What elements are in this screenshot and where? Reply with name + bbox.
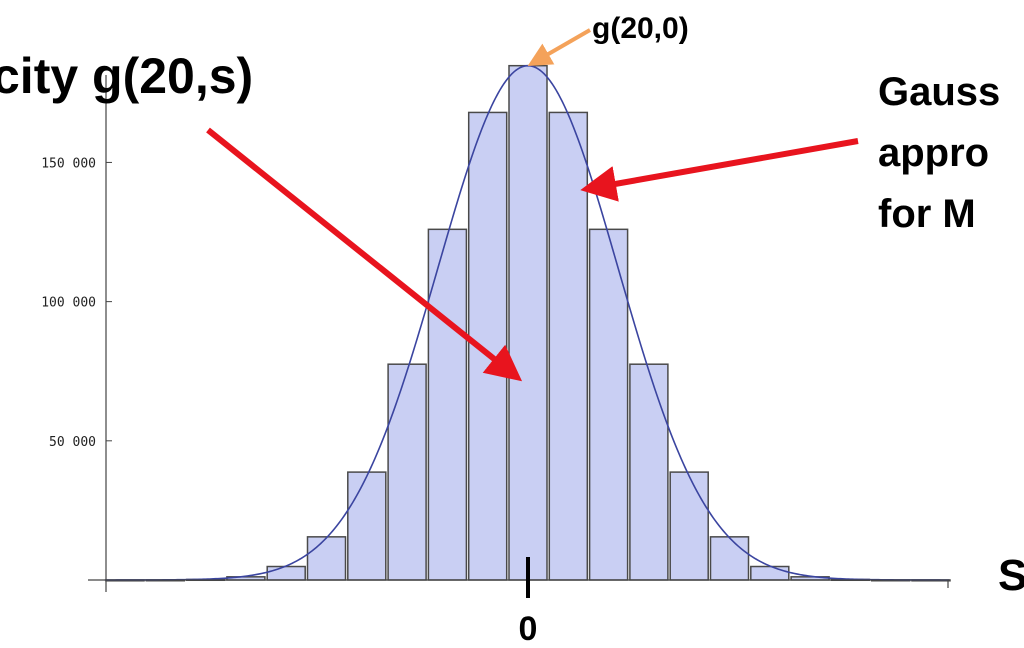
x-tick-label-zero: 0 xyxy=(519,610,538,648)
y-ticks: 50 000 100 000 150 000 xyxy=(41,156,112,450)
gaussian-curve-layer xyxy=(104,64,950,581)
s-axis-label: S xyxy=(998,551,1024,600)
histogram-bar xyxy=(306,536,347,581)
multiplicity-label: city g(20,s) xyxy=(0,48,253,104)
y-tick-label: 100 000 xyxy=(41,296,96,311)
arrow-to-gaussian xyxy=(580,138,859,202)
arrow-to-histogram xyxy=(206,127,523,382)
gaussian-label-line2: appro xyxy=(878,131,989,175)
histogram-bar xyxy=(427,228,468,581)
histogram-bar xyxy=(387,363,427,581)
bars-layer xyxy=(105,64,951,582)
y-tick-label: 50 000 xyxy=(49,435,96,450)
peak-arrow xyxy=(527,28,591,66)
y-tick-label: 150 000 xyxy=(41,156,96,171)
histogram-bar xyxy=(347,471,387,581)
histogram-bar xyxy=(508,64,548,581)
gaussian-label-line3: for M xyxy=(878,192,976,236)
histogram-bar xyxy=(629,363,669,581)
histogram-bar xyxy=(709,536,750,581)
gaussian-curve xyxy=(104,64,950,581)
gaussian-label-line1: Gauss xyxy=(878,70,1000,114)
histogram-bar xyxy=(266,565,306,581)
histogram-bar xyxy=(750,565,790,581)
histogram-bar xyxy=(669,471,709,581)
peak-label: g(20,0) xyxy=(592,12,689,45)
histogram-bar xyxy=(548,111,589,581)
histogram-bar xyxy=(588,228,629,581)
